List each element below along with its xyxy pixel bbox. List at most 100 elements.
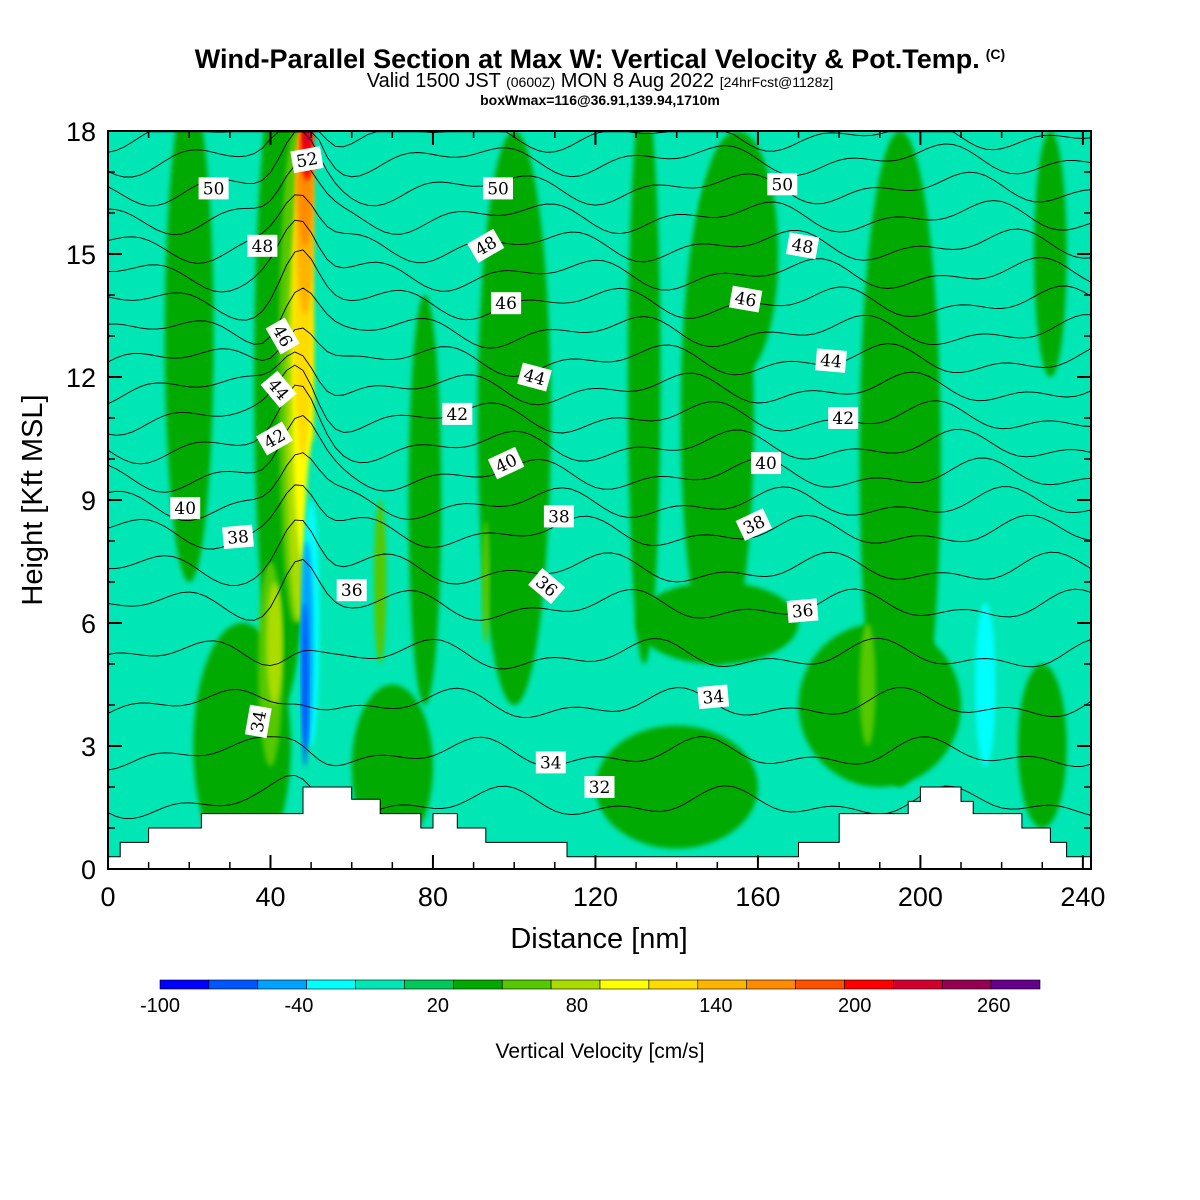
svg-text:42: 42 <box>832 409 854 429</box>
valid-date: MON 8 Aug 2022 <box>560 70 715 92</box>
valid-time-line: Valid 1500 JST (0600Z) MON 8 Aug 2022 [2… <box>0 70 1200 93</box>
colorbar-label-6: 260 <box>977 995 1010 1017</box>
velocity-region-7 <box>859 131 941 787</box>
colorbar-swatch-8 <box>550 979 601 990</box>
colorbar-swatch-13 <box>795 979 845 990</box>
svg-text:40: 40 <box>174 499 196 519</box>
y-tick-label-0: 0 <box>81 855 96 885</box>
contour-label-16: 40 <box>170 497 201 520</box>
theta-contour-33 <box>108 736 1091 771</box>
velocity-region-16 <box>859 623 876 746</box>
svg-text:34: 34 <box>702 687 725 709</box>
y-tick-label-2: 6 <box>81 609 96 639</box>
svg-text:34: 34 <box>540 753 562 773</box>
velocity-region-13 <box>595 725 758 849</box>
colorbar-swatch-12 <box>746 979 796 990</box>
y-axis: 0 36 9 12 15 18 <box>66 117 1091 885</box>
contour-label-26: 34 <box>535 751 566 774</box>
contour-label-25: 34 <box>244 704 272 739</box>
velocity-region-3 <box>477 131 551 705</box>
x-tick-label-0: 0 <box>100 882 115 912</box>
colorbar-swatch-2 <box>257 979 307 990</box>
contour-label-2: 50 <box>483 177 513 200</box>
velocity-region-6 <box>696 131 779 377</box>
contour-label-0: 52 <box>290 146 324 174</box>
velocity-region-27 <box>302 131 312 148</box>
y-tick-label-5: 15 <box>66 240 96 270</box>
svg-text:36: 36 <box>341 581 363 601</box>
colorbar-swatch-1 <box>208 979 259 990</box>
velocity-region-8 <box>1034 131 1067 377</box>
y-tick-label-3: 9 <box>81 486 96 516</box>
contour-label-1: 50 <box>198 177 229 200</box>
colorbar-swatch-14 <box>844 979 894 990</box>
colorbar-swatch-15 <box>892 979 943 990</box>
theta-contour-44 <box>108 327 1091 377</box>
colorbar-label-1: -40 <box>284 995 313 1017</box>
svg-text:42: 42 <box>446 405 468 425</box>
velocity-region-9 <box>636 582 799 664</box>
box-wmax-info: boxWmax=116@36.91,139.94,1710m <box>480 92 720 108</box>
contour-label-10: 44 <box>260 370 297 408</box>
svg-text:40: 40 <box>755 454 777 474</box>
theta-contour-43 <box>108 351 1091 406</box>
copyright-mark: (C) <box>985 46 1006 62</box>
colorbar-label-0: -100 <box>140 995 180 1017</box>
contour-label-3: 50 <box>767 173 798 196</box>
theta-contour-40 <box>108 414 1091 493</box>
y-tick-label-4: 12 <box>66 363 96 393</box>
x-axis-label: Distance [nm] <box>510 923 687 955</box>
svg-text:34: 34 <box>248 709 271 734</box>
x-tick-label-3: 120 <box>573 882 618 912</box>
velocity-region-32 <box>975 602 996 767</box>
contour-label-18: 40 <box>751 452 781 475</box>
x-tick-label-6: 240 <box>1060 882 1105 912</box>
x-axis: 0 40 80 120 160 200 240 <box>100 131 1105 912</box>
contour-label-7: 46 <box>491 292 522 315</box>
theta-contour-49 <box>108 162 1091 236</box>
velocity-region-31 <box>301 602 309 767</box>
colorbar-swatch-11 <box>697 979 747 990</box>
x-tick-label-5: 200 <box>898 882 943 912</box>
forecast-info: [24hrFcst@1128z] <box>719 74 834 90</box>
colorbar-swatch-5 <box>404 979 454 990</box>
contour-label-14: 42 <box>442 402 473 425</box>
valid-prefix: Valid 1500 JST <box>366 70 501 92</box>
contour-label-8: 46 <box>729 285 763 313</box>
y-axis-label: Height [Kft MSL] <box>17 394 49 605</box>
colorbar-swatch-3 <box>306 979 356 990</box>
velocity-region-2 <box>408 295 442 705</box>
svg-text:48: 48 <box>790 235 815 258</box>
velocity-field <box>164 131 1067 869</box>
terrain <box>108 786 1091 869</box>
svg-text:50: 50 <box>203 179 225 199</box>
velocity-region-12 <box>798 623 962 787</box>
svg-text:46: 46 <box>733 288 758 311</box>
svg-text:46: 46 <box>495 294 517 314</box>
colorbar-label-4: 140 <box>699 995 732 1017</box>
theta-contour-34 <box>108 687 1091 718</box>
colorbar-swatch-10 <box>648 979 699 990</box>
velocity-region-18 <box>481 520 490 644</box>
colorbar-label-2: 20 <box>427 995 449 1017</box>
theta-contour-48 <box>108 194 1091 264</box>
svg-text:38: 38 <box>226 527 249 549</box>
contour-label-4: 48 <box>247 234 278 257</box>
y-tick-label-6: 18 <box>66 117 96 147</box>
contour-label-12: 44 <box>815 348 847 373</box>
x-tick-label-1: 40 <box>255 882 285 912</box>
contour-label-24: 36 <box>786 598 819 623</box>
theta-contour-36 <box>108 558 1091 621</box>
chart-title: Wind-Parallel Section at Max W: Vertical… <box>0 44 1200 75</box>
theta-contour-38 <box>108 484 1091 550</box>
theta-contour-51 <box>108 131 1091 178</box>
svg-text:52: 52 <box>295 149 320 172</box>
velocity-region-14 <box>1017 664 1067 828</box>
x-tick-label-4: 160 <box>735 882 780 912</box>
velocity-region-19 <box>266 582 283 705</box>
colorbar-title: Vertical Velocity [cm/s] <box>496 1040 705 1063</box>
colorbar-swatch-0 <box>159 979 210 990</box>
contour-label-28: 32 <box>584 776 615 798</box>
